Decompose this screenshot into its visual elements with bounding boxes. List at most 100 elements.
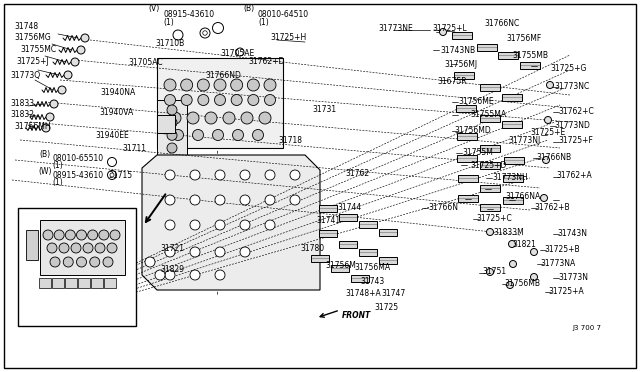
Text: 31718: 31718 bbox=[278, 135, 302, 144]
Polygon shape bbox=[504, 157, 524, 164]
Text: 31773NH: 31773NH bbox=[492, 173, 528, 182]
Text: 31747: 31747 bbox=[381, 289, 405, 298]
Circle shape bbox=[236, 48, 244, 56]
Circle shape bbox=[54, 230, 64, 240]
Polygon shape bbox=[457, 132, 477, 140]
Text: (B): (B) bbox=[39, 150, 50, 158]
Polygon shape bbox=[458, 174, 478, 182]
Text: 31755MA: 31755MA bbox=[470, 109, 506, 119]
Text: 31833M: 31833M bbox=[493, 228, 524, 237]
Circle shape bbox=[47, 243, 57, 253]
Circle shape bbox=[506, 282, 513, 289]
Polygon shape bbox=[457, 154, 477, 161]
Circle shape bbox=[290, 195, 300, 205]
Circle shape bbox=[71, 58, 79, 66]
Circle shape bbox=[509, 241, 515, 247]
Text: (W): (W) bbox=[38, 167, 51, 176]
Circle shape bbox=[187, 112, 199, 124]
Circle shape bbox=[531, 248, 538, 256]
Circle shape bbox=[50, 257, 60, 267]
Circle shape bbox=[240, 220, 250, 230]
Text: 31756M: 31756M bbox=[325, 262, 356, 270]
Text: 31755M: 31755M bbox=[462, 148, 493, 157]
Polygon shape bbox=[503, 196, 523, 203]
Circle shape bbox=[212, 22, 223, 33]
Polygon shape bbox=[502, 121, 522, 128]
Text: 31940NA: 31940NA bbox=[100, 87, 135, 96]
Polygon shape bbox=[480, 161, 500, 169]
Text: 31766NA: 31766NA bbox=[505, 192, 540, 201]
Circle shape bbox=[63, 257, 73, 267]
Circle shape bbox=[190, 247, 200, 257]
Circle shape bbox=[190, 270, 200, 280]
Text: 31756MD: 31756MD bbox=[454, 125, 491, 135]
Circle shape bbox=[167, 105, 177, 115]
Circle shape bbox=[50, 100, 58, 108]
Text: 31725+E: 31725+E bbox=[530, 128, 565, 137]
Text: 31773NA: 31773NA bbox=[540, 259, 575, 267]
Text: 31715: 31715 bbox=[108, 170, 132, 180]
Text: 31756MH: 31756MH bbox=[14, 122, 51, 131]
Circle shape bbox=[165, 220, 175, 230]
Circle shape bbox=[110, 230, 120, 240]
Circle shape bbox=[543, 157, 550, 164]
Text: 31756ME: 31756ME bbox=[458, 96, 493, 106]
Text: 31762: 31762 bbox=[345, 169, 369, 177]
Polygon shape bbox=[331, 264, 349, 272]
Circle shape bbox=[164, 79, 176, 91]
Text: (1): (1) bbox=[258, 17, 269, 26]
Circle shape bbox=[155, 270, 165, 280]
Circle shape bbox=[167, 130, 177, 140]
Text: (B): (B) bbox=[243, 3, 254, 13]
Polygon shape bbox=[339, 241, 357, 247]
Polygon shape bbox=[359, 221, 377, 228]
Circle shape bbox=[46, 113, 54, 121]
Text: 31725+B: 31725+B bbox=[544, 244, 580, 253]
Text: 31940EE: 31940EE bbox=[95, 131, 129, 140]
Polygon shape bbox=[456, 105, 476, 112]
Text: 31725+D: 31725+D bbox=[470, 160, 506, 170]
Text: 31773ND: 31773ND bbox=[554, 121, 590, 129]
Polygon shape bbox=[379, 257, 397, 263]
Circle shape bbox=[231, 94, 242, 106]
Text: 31766ND: 31766ND bbox=[205, 71, 241, 80]
Text: 31725+J: 31725+J bbox=[16, 57, 49, 65]
Polygon shape bbox=[339, 214, 357, 221]
Circle shape bbox=[486, 228, 493, 235]
Circle shape bbox=[164, 94, 175, 106]
Circle shape bbox=[99, 230, 109, 240]
Circle shape bbox=[190, 220, 200, 230]
Circle shape bbox=[165, 247, 175, 257]
Circle shape bbox=[167, 143, 177, 153]
Circle shape bbox=[110, 173, 114, 177]
Circle shape bbox=[440, 29, 447, 35]
Circle shape bbox=[165, 170, 175, 180]
Polygon shape bbox=[480, 144, 500, 151]
Circle shape bbox=[259, 112, 271, 124]
Text: 08010-64510: 08010-64510 bbox=[258, 10, 309, 19]
Polygon shape bbox=[520, 61, 540, 68]
Circle shape bbox=[265, 170, 275, 180]
Text: (V): (V) bbox=[148, 3, 159, 13]
Circle shape bbox=[541, 195, 547, 202]
Circle shape bbox=[240, 170, 250, 180]
Circle shape bbox=[165, 270, 175, 280]
Text: 31780: 31780 bbox=[300, 244, 324, 253]
Circle shape bbox=[167, 118, 177, 128]
Text: 31748: 31748 bbox=[14, 22, 38, 31]
Circle shape bbox=[181, 94, 192, 106]
Polygon shape bbox=[311, 254, 329, 262]
Text: 31756MG: 31756MG bbox=[14, 32, 51, 42]
Circle shape bbox=[108, 157, 116, 167]
Text: 31773NE: 31773NE bbox=[378, 23, 413, 32]
Circle shape bbox=[58, 86, 66, 94]
Circle shape bbox=[215, 220, 225, 230]
Circle shape bbox=[193, 129, 204, 141]
Circle shape bbox=[95, 243, 105, 253]
Circle shape bbox=[64, 71, 72, 79]
Polygon shape bbox=[319, 230, 337, 237]
Bar bbox=[39, 278, 51, 288]
Polygon shape bbox=[142, 155, 320, 290]
Circle shape bbox=[81, 34, 89, 42]
Text: J3 700 7: J3 700 7 bbox=[572, 325, 601, 331]
